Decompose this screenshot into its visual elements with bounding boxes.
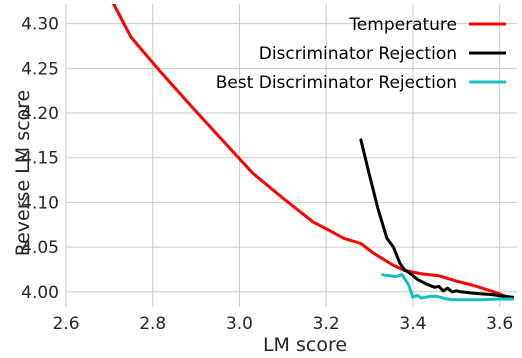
y-tick-label: 4.25 (21, 59, 59, 79)
y-tick-label: 4.15 (21, 149, 59, 169)
legend-label-discriminator-rejection: Discriminator Rejection (259, 44, 457, 64)
y-tick-label: 4.00 (21, 283, 59, 303)
grid (65, 4, 517, 307)
series-line-discriminator-rejection (359, 138, 515, 299)
x-tick-label: 2.8 (139, 314, 166, 334)
tick-labels: 2.6 2.8 3.0 3.2 3.4 3.6 4.00 4.05 4.10 4.15 4.20 4.… (21, 15, 513, 334)
y-tick-label: 4.05 (21, 238, 59, 258)
x-tick-label: 3.2 (313, 314, 340, 334)
y-tick-label: 4.20 (21, 104, 59, 124)
x-tick-label: 3.4 (399, 314, 426, 334)
x-tick-label: 3.6 (486, 314, 513, 334)
legend-label-temperature: Temperature (348, 15, 457, 35)
series-line-best-discriminator-rejection (381, 273, 515, 302)
x-tick-label: 2.6 (52, 314, 79, 334)
legend-label-best-discriminator-rejection: Best Discriminator Rejection (216, 73, 457, 93)
series-line-temperature (112, 4, 510, 299)
y-tick-label: 4.30 (21, 15, 59, 35)
x-axis-label: LM score (263, 334, 347, 356)
y-axis-label: Reverse LM score (12, 90, 34, 256)
legend: Temperature Discriminator Rejection Best D… (216, 15, 506, 93)
y-tick-label: 4.10 (21, 193, 59, 213)
x-tick-label: 3.0 (226, 314, 253, 334)
plot-series (112, 4, 515, 302)
